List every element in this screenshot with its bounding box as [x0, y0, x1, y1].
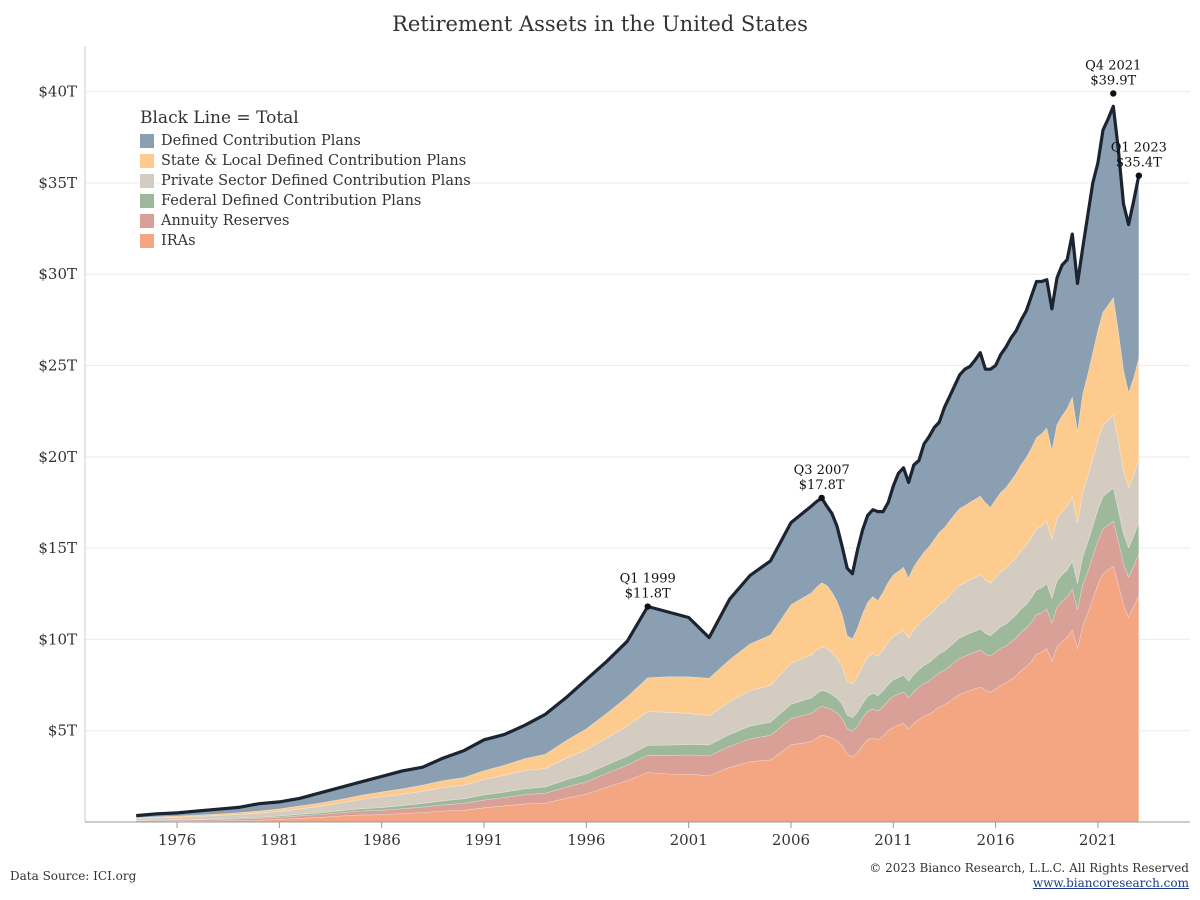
area-private-sector-defined-contribution-plans	[135, 413, 1140, 821]
axes: $5T $10T $15T $20T $25T $30T $35T $40T 1976 1981 1…	[38, 46, 1190, 849]
y-tick-label: $30T	[38, 265, 77, 283]
legend-item-state-local-defined-contribution-plans: State & Local Defined Contribution Plans	[140, 151, 471, 171]
total-line	[136, 104, 1141, 818]
legend-swatch	[140, 174, 154, 188]
legend-label: Defined Contribution Plans	[161, 133, 361, 149]
annotation-label: Q1 1999	[620, 572, 676, 587]
legend-label: IRAs	[161, 233, 196, 249]
legend-label: Annuity Reserves	[161, 213, 290, 229]
legend-label: Federal Defined Contribution Plans	[161, 193, 422, 209]
legend-swatch	[140, 194, 154, 208]
website-link[interactable]: www.biancoresearch.com	[1032, 876, 1189, 890]
annotation-marker	[1110, 90, 1117, 97]
legend-item-defined-contribution-plans: Defined Contribution Plans	[140, 131, 471, 151]
total-line-group	[136, 104, 1141, 818]
legend-title: Black Line = Total	[140, 108, 299, 128]
legend-item-federal-defined-contribution-plans: Federal Defined Contribution Plans	[140, 191, 471, 211]
x-tick-label: 1986	[363, 831, 401, 849]
annotation-value: $11.8T	[625, 587, 671, 602]
x-tick-label: 1996	[567, 831, 605, 849]
y-tick-label: $10T	[38, 630, 77, 648]
x-tick-label: 2021	[1079, 831, 1117, 849]
legend-swatch	[140, 214, 154, 228]
x-tick-label: 2006	[772, 831, 810, 849]
x-tick-label: 1981	[260, 831, 298, 849]
y-tick-label: $15T	[38, 539, 77, 557]
legend-item-private-sector-defined-contribution-plans: Private Sector Defined Contribution Plan…	[140, 171, 471, 191]
y-tick-label: $20T	[38, 448, 77, 466]
x-tick-label: 2001	[670, 831, 708, 849]
x-tick-label: 2016	[977, 831, 1015, 849]
chart-title: Retirement Assets in the United States	[392, 12, 808, 36]
y-tick-label: $40T	[38, 83, 77, 101]
stacked-areas	[135, 106, 1140, 823]
x-tick-label: 2011	[874, 831, 912, 849]
annotation-value: $17.8T	[799, 478, 845, 493]
area-federal-defined-contribution-plans	[135, 487, 1140, 822]
annotation-label: Q1 2023	[1111, 141, 1167, 156]
legend-item-annuity-reserves: Annuity Reserves	[140, 211, 471, 231]
annotations: Q1 1999$11.8T Q3 2007$17.8T Q4 2021$39.9T Q…	[620, 58, 1167, 610]
annotation-value: $39.9T	[1090, 73, 1136, 88]
legend-item-iras: IRAs	[140, 231, 471, 251]
legend-label: State & Local Defined Contribution Plans	[161, 153, 467, 169]
copyright-block: © 2023 Bianco Research, L.L.C. All Right…	[869, 861, 1189, 891]
legend-swatch	[140, 234, 154, 248]
annotation-label: Q3 2007	[794, 463, 850, 478]
copyright-text: © 2023 Bianco Research, L.L.C. All Right…	[869, 861, 1189, 875]
x-tick-label: 1976	[158, 831, 196, 849]
annotation-value: $35.4T	[1116, 156, 1162, 171]
legend-swatch	[140, 134, 154, 148]
annotation-marker	[1135, 172, 1143, 179]
legend-label: Private Sector Defined Contribution Plan…	[161, 173, 471, 189]
y-tick-label: $35T	[38, 174, 77, 192]
annotation-marker	[818, 494, 825, 502]
data-source-note: Data Source: ICI.org	[10, 869, 137, 883]
legend: Black Line = Total Defined Contribution …	[140, 108, 471, 251]
y-tick-label: $25T	[38, 357, 77, 375]
annotation-marker	[644, 603, 651, 610]
x-tick-label: 1991	[465, 831, 503, 849]
annotation-label: Q4 2021	[1085, 58, 1141, 73]
y-tick-label: $5T	[48, 722, 77, 740]
legend-swatch	[140, 154, 154, 168]
